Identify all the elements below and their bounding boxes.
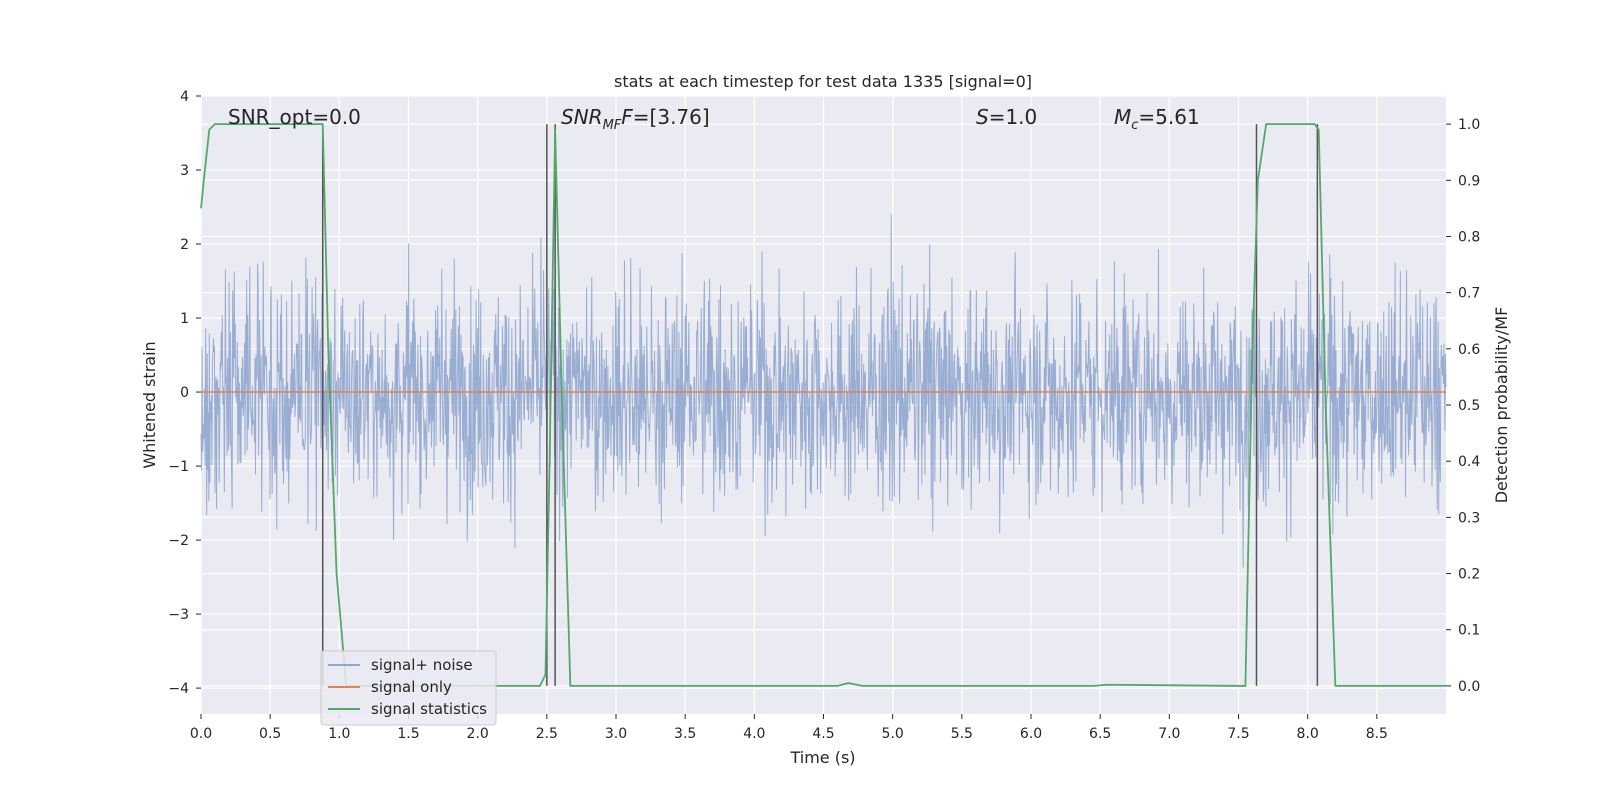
signal-noise-series xyxy=(200,214,1447,568)
annotation-snr-mf-value: =[3.76] xyxy=(633,105,710,129)
y-right-tick-label: 0.1 xyxy=(1458,623,1480,639)
y-right-tick-label: 0.6 xyxy=(1458,342,1480,358)
x-tick-label: 8.0 xyxy=(1297,726,1319,742)
y-left-tick-label: 0 xyxy=(180,385,189,401)
y-right-tick-label: 0.8 xyxy=(1458,229,1480,245)
x-tick-label: 7.0 xyxy=(1158,726,1180,742)
y-right-axis-label: Detection probability/MF xyxy=(1492,307,1511,504)
legend-label-signal-statistics: signal statistics xyxy=(371,700,487,718)
y-right-tick-label: 0.2 xyxy=(1458,567,1480,583)
y-left-axis-label: Whitened strain xyxy=(140,341,159,468)
y-left-tick-label: −4 xyxy=(168,681,189,697)
signal-statistics-line xyxy=(200,123,1446,687)
y-left-tick-label: 1 xyxy=(180,311,189,327)
legend: signal+ noise signal only signal statist… xyxy=(320,650,497,726)
y-left-axis-ticks: 4 3 2 1 0 −1 −2 −3 −4 xyxy=(168,89,201,697)
x-tick-label: 6.0 xyxy=(1020,726,1042,742)
y-right-tick-label: 1.0 xyxy=(1458,117,1480,133)
legend-box xyxy=(320,650,497,726)
x-tick-label: 6.5 xyxy=(1089,726,1111,742)
annotations: SNR_opt=0.0 SNRMFF=[3.76] S=1.0 Mc=5.61 xyxy=(228,105,1200,133)
x-tick-label: 5.5 xyxy=(951,726,973,742)
y-right-tick-label: 0.7 xyxy=(1458,286,1480,302)
annotation-s-value: =1.0 xyxy=(989,105,1038,129)
legend-label-signal-only: signal only xyxy=(371,678,452,696)
y-left-tick-label: −3 xyxy=(168,607,189,623)
annotation-snr-mf: SNRMFF=[3.76] xyxy=(561,105,710,133)
x-tick-label: 2.5 xyxy=(536,726,558,742)
annotation-snr-mf-sub: MF xyxy=(603,118,622,133)
annotation-mc-value: =5.61 xyxy=(1138,105,1199,129)
annotation-mc: Mc=5.61 xyxy=(1114,105,1200,133)
signal-statistics-series xyxy=(200,123,1446,687)
annotation-s: S=1.0 xyxy=(976,105,1037,129)
x-tick-label: 7.5 xyxy=(1227,726,1249,742)
y-right-tick-label: 0.3 xyxy=(1458,510,1480,526)
x-tick-label: 8.5 xyxy=(1366,726,1388,742)
annotation-snr-opt: SNR_opt=0.0 xyxy=(228,105,361,129)
x-tick-label: 5.0 xyxy=(882,726,904,742)
signal-noise-line xyxy=(200,214,1447,568)
x-tick-label: 1.5 xyxy=(397,726,419,742)
annotation-mc-sub: c xyxy=(1131,118,1138,133)
x-axis-ticks: 0.0 0.5 1.0 1.5 2.0 2.5 3.0 3.5 4.0 4.5 5.0 5.5 6.0 6… xyxy=(190,714,1388,742)
x-tick-label: 0.5 xyxy=(259,726,281,742)
x-tick-label: 3.0 xyxy=(605,726,627,742)
x-tick-label: 4.0 xyxy=(743,726,765,742)
y-left-tick-label: 4 xyxy=(180,89,189,105)
annotation-snr-mf-main: SNR xyxy=(561,105,603,129)
y-right-tick-label: 0.0 xyxy=(1458,679,1480,695)
annotation-mc-main: M xyxy=(1114,105,1131,129)
annotation-snr-mf-f: F xyxy=(621,105,633,129)
y-right-tick-label: 0.9 xyxy=(1458,173,1480,189)
x-tick-label: 0.0 xyxy=(190,726,212,742)
y-left-tick-label: −1 xyxy=(168,459,189,475)
x-axis-label: Time (s) xyxy=(789,748,855,767)
y-left-tick-label: 3 xyxy=(180,163,189,179)
y-right-axis-ticks: 1.0 0.9 0.8 0.7 0.6 0.5 0.4 0.3 0.2 0.1 0.0 xyxy=(1446,117,1480,695)
y-right-tick-label: 0.5 xyxy=(1458,398,1480,414)
x-tick-label: 4.5 xyxy=(812,726,834,742)
y-left-tick-label: −2 xyxy=(168,533,189,549)
chart-title: stats at each timestep for test data 133… xyxy=(614,72,1032,91)
x-tick-label: 1.0 xyxy=(328,726,350,742)
y-right-tick-label: 0.4 xyxy=(1458,454,1480,470)
x-tick-label: 3.5 xyxy=(674,726,696,742)
legend-label-signal-noise: signal+ noise xyxy=(371,656,473,674)
y-left-tick-label: 2 xyxy=(180,237,189,253)
annotation-s-main: S xyxy=(976,105,989,129)
x-tick-label: 2.0 xyxy=(467,726,489,742)
